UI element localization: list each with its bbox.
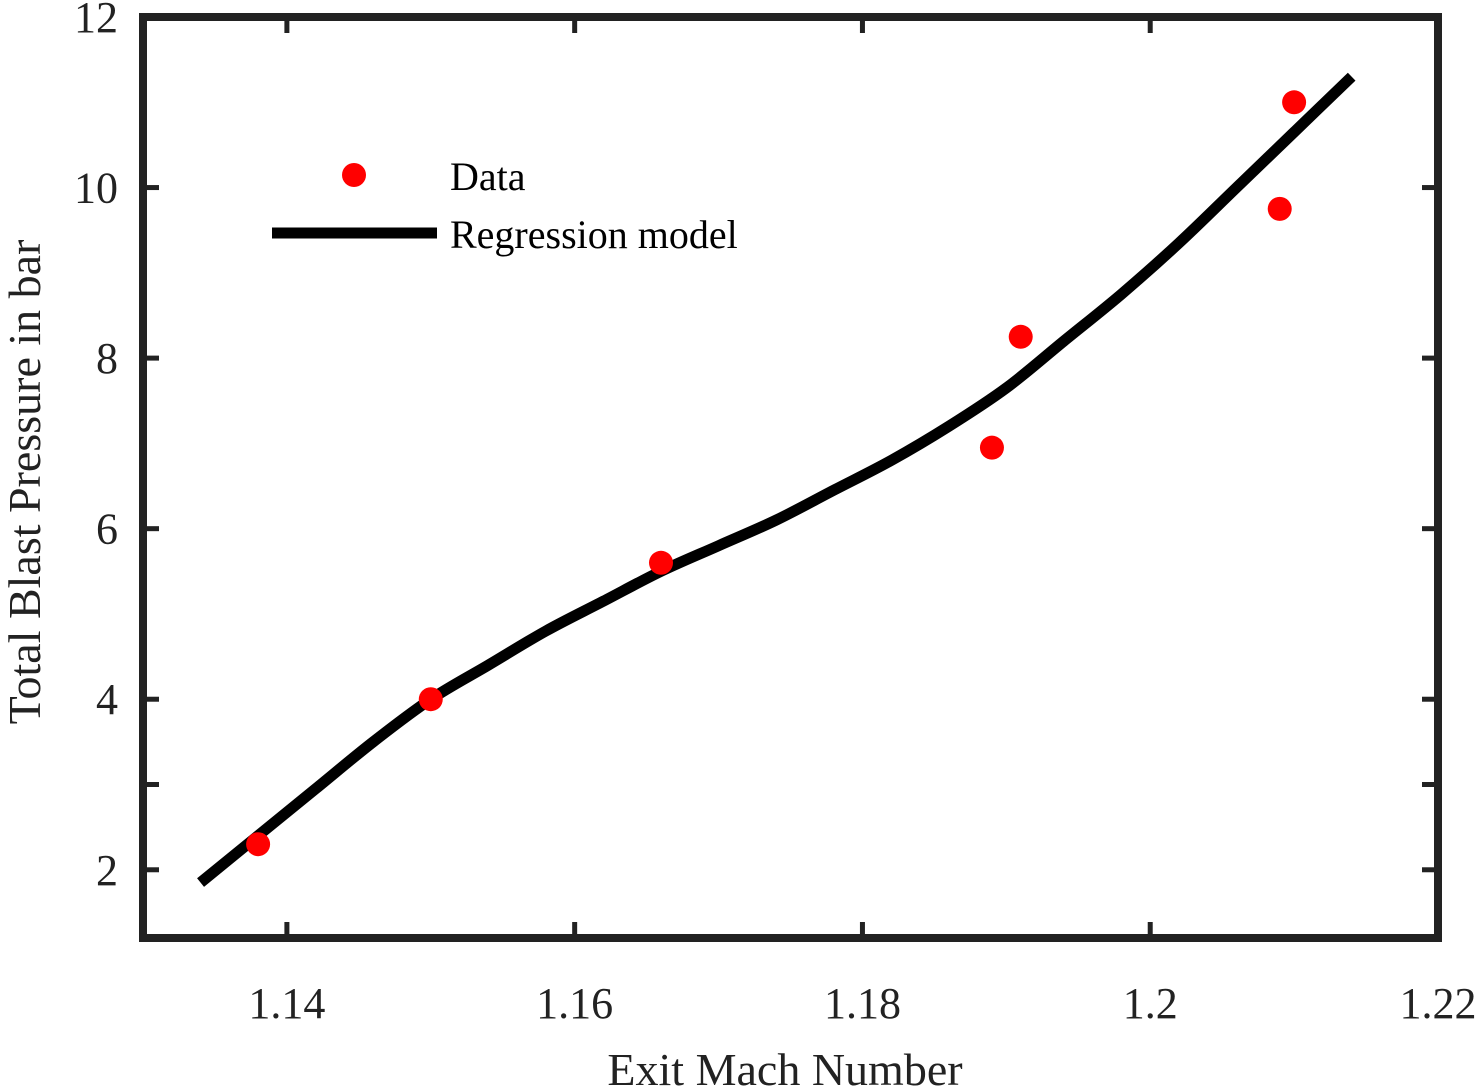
- series-layer: [197, 72, 1356, 887]
- x-tick-label: 1.16: [536, 979, 613, 1028]
- data-point: [246, 832, 271, 857]
- data-point: [418, 687, 443, 712]
- legend: Data Regression model: [272, 154, 738, 257]
- y-tick-label: 10: [74, 164, 118, 213]
- x-tick-label: 1.22: [1400, 979, 1476, 1028]
- data-point: [1267, 196, 1292, 221]
- x-axis-title: Exit Mach Number: [607, 1044, 962, 1092]
- legend-label-regression: Regression model: [450, 212, 738, 257]
- y-tick-label: 8: [96, 334, 118, 383]
- x-axis-ticks: 1.14 1.16 1.18 1.2 1.22: [248, 17, 1476, 1028]
- regression-line: [197, 72, 1356, 887]
- y-tick-label: 4: [96, 675, 118, 724]
- plot-area-frame: [139, 13, 1442, 942]
- data-point: [1282, 90, 1307, 115]
- y-tick-label: 2: [96, 846, 118, 895]
- y-tick-label: 6: [96, 505, 118, 554]
- legend-marker-data: [342, 163, 366, 187]
- data-point: [649, 550, 673, 575]
- data-point: [979, 435, 1004, 460]
- x-tick-label: 1.14: [248, 979, 325, 1028]
- y-tick-label: 12: [74, 0, 118, 42]
- x-tick-label: 1.2: [1123, 979, 1178, 1028]
- legend-label-data: Data: [450, 154, 526, 199]
- y-axis-title: Total Blast Pressure in bar: [0, 240, 50, 725]
- x-tick-label: 1.18: [824, 979, 901, 1028]
- data-point: [1008, 324, 1033, 349]
- y-axis-ticks: 2 4 6 8 10 12: [74, 0, 1438, 895]
